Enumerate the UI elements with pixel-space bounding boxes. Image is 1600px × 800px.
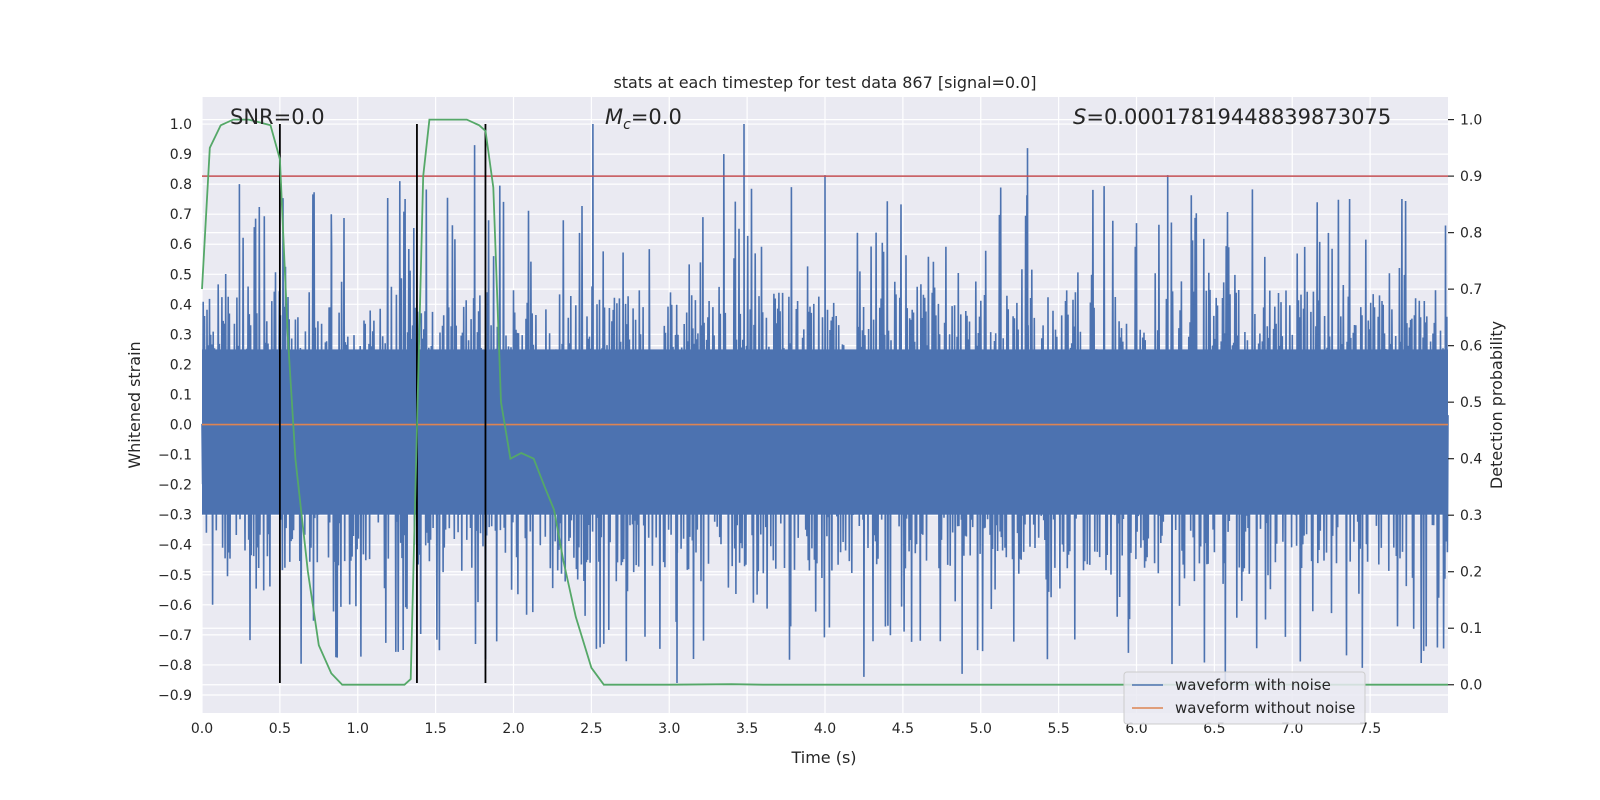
detection-probability-line: [201, 118, 1448, 686]
y-tick-label: 0.0: [170, 418, 192, 434]
y-tick-label: −0.2: [158, 478, 192, 494]
x-tick-label: 4.5: [892, 721, 914, 737]
x-tick-label: 7.0: [1281, 721, 1303, 737]
y-tick-label: 0.5: [170, 267, 192, 283]
y2-tick-label: 0.8: [1460, 226, 1482, 242]
chirp-mass-symbol: M: [605, 105, 623, 129]
legend-label-clean: waveform without noise: [1175, 699, 1355, 717]
y2-tick-label: 0.9: [1460, 169, 1482, 185]
x-tick-label: 1.0: [347, 721, 369, 737]
y-tick-label: 0.6: [170, 237, 192, 253]
x-tick-label: 3.0: [658, 721, 680, 737]
y-tick-label: −0.4: [158, 538, 192, 554]
x-tick-label: 0.5: [269, 721, 291, 737]
detection-probability-series: [201, 118, 1448, 686]
y-axis-label: Whitened strain: [125, 341, 144, 468]
legend-label-noise: waveform with noise: [1175, 676, 1331, 694]
x-tick-label: 7.5: [1359, 721, 1381, 737]
x-tick-label: 5.0: [970, 721, 992, 737]
chart-title: stats at each timestep for test data 867…: [613, 73, 1036, 92]
y-tick-label: −0.5: [158, 568, 192, 584]
x-tick-label: 2.5: [580, 721, 602, 737]
y-tick-label: 0.2: [170, 357, 192, 373]
x-axis-label: Time (s): [790, 748, 856, 767]
x-tick-label: 5.5: [1047, 721, 1069, 737]
y-tick-label: −0.1: [158, 448, 192, 464]
y2-tick-label: 0.2: [1460, 565, 1482, 581]
snr-annotation: SNR=0.0: [230, 105, 325, 129]
y-tick-label: 0.9: [170, 147, 192, 163]
noisy-waveform-series: [201, 123, 1449, 684]
y-tick-label: −0.9: [158, 688, 192, 704]
legend: waveform with noise waveform without noi…: [1123, 671, 1366, 725]
y2-tick-label: 0.5: [1460, 395, 1482, 411]
y2-tick-label: 0.6: [1460, 339, 1482, 355]
chirp-mass-value: =0.0: [631, 105, 682, 129]
y-tick-label: −0.7: [158, 628, 192, 644]
y-tick-label: 0.4: [170, 297, 192, 313]
y-tick-label: −0.3: [158, 508, 192, 524]
legend-box: [1123, 671, 1366, 725]
y-tick-label: −0.6: [158, 598, 192, 614]
x-tick-label: 3.5: [736, 721, 758, 737]
y-tick-label: 1.0: [170, 117, 192, 133]
y2-tick-label: 0.1: [1460, 621, 1482, 637]
y-tick-label: 0.3: [170, 327, 192, 343]
x-tick-labels: 0.0 0.5 1.0 1.5 2.0 2.5 3.0 3.5 4.0 4.5 5.0 5.5 6.0 6…: [191, 721, 1381, 737]
y2-tick-label: 0.3: [1460, 508, 1482, 524]
y2-tick-label: 0.7: [1460, 282, 1482, 298]
y2-tick-labels: 0.0 0.1 0.2 0.3 0.4 0.5 0.6 0.7 0.8 0.9 1.0: [1448, 113, 1482, 694]
noisy-waveform-core: [202, 349, 1448, 515]
y-tick-labels: −0.9 −0.8 −0.7 −0.6 −0.5 −0.4 −0.3 −0.2 −0.1 0.0 0…: [158, 117, 192, 704]
y-tick-label: 0.1: [170, 387, 192, 403]
y2-tick-label: 1.0: [1460, 113, 1482, 129]
y2-tick-label: 0.0: [1460, 678, 1482, 694]
s-statistic-value: =0.00017819448839873075: [1086, 105, 1391, 129]
y2-tick-label: 0.4: [1460, 452, 1482, 468]
x-tick-label: 6.5: [1203, 721, 1225, 737]
chirp-mass-annotation: Mc=0.0: [605, 105, 682, 133]
x-tick-label: 4.0: [814, 721, 836, 737]
x-tick-label: 0.0: [191, 721, 213, 737]
y2-axis-label: Detection probability: [1487, 321, 1506, 489]
x-tick-label: 2.0: [502, 721, 524, 737]
y-tick-label: 0.7: [170, 207, 192, 223]
y-tick-label: 0.8: [170, 177, 192, 193]
s-statistic-symbol: S: [1073, 105, 1086, 129]
chirp-mass-subscript: c: [623, 117, 631, 133]
x-tick-label: 1.5: [424, 721, 446, 737]
x-tick-label: 6.0: [1125, 721, 1147, 737]
y-tick-label: −0.8: [158, 658, 192, 674]
s-statistic-annotation: S=0.00017819448839873075: [1073, 105, 1391, 129]
